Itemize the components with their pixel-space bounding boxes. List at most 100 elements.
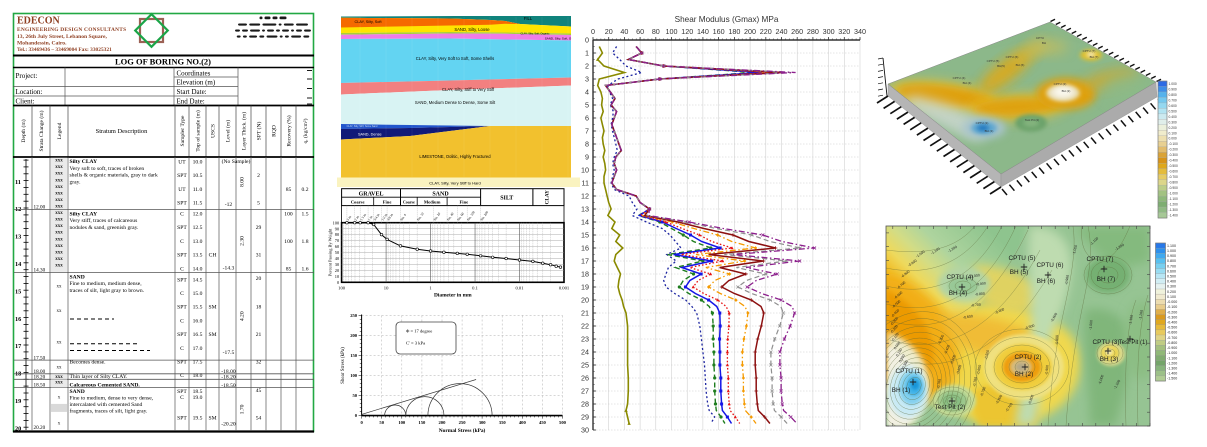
svg-text:Fine to medium, dense to very: Fine to medium, dense to very dense, [70,395,154,401]
svg-text:1: 1 [429,286,432,291]
svg-text:-1.200: -1.200 [947,245,958,253]
svg-text:320: 320 [838,27,850,36]
svg-text:-0.200: -0.200 [1169,148,1179,152]
svg-text:Test Pit (2): Test Pit (2) [1025,118,1039,122]
svg-text:Recovery (%): Recovery (%) [286,115,293,146]
svg-text:16: 16 [581,244,589,253]
svg-text:100: 100 [284,212,293,218]
svg-text:xxx: xxx [55,224,63,229]
svg-text:fragments, traces of silt, lig: fragments, traces of silt, light gray. [70,408,149,415]
svg-text:17: 17 [581,257,589,266]
svg-text:CPTU (2): CPTU (2) [1015,354,1042,361]
svg-text:Fine: Fine [383,200,392,205]
svg-text:0.300: 0.300 [1167,285,1176,289]
svg-text:85: 85 [286,266,292,272]
svg-text:12.0: 12.0 [193,212,203,218]
svg-text:SPT: SPT [177,305,187,311]
svg-text:17.5: 17.5 [193,359,203,365]
svg-text:5: 5 [257,201,260,207]
svg-text:LOG OF BORING NO.(2): LOG OF BORING NO.(2) [115,57,211,67]
svg-text:0: 0 [355,413,358,418]
svg-text:0.1: 0.1 [472,286,478,291]
svg-text:BH: BH [1042,41,1046,45]
svg-text:Test Pit (1): Test Pit (1) [1119,340,1148,346]
svg-text:RQD: RQD [272,125,278,137]
svg-text:20: 20 [581,296,589,305]
svg-text:3/4 in: 3/4 in [373,213,381,222]
svg-text:0.200: 0.200 [1169,126,1177,130]
svg-text:11: 11 [15,179,21,186]
svg-text:shells & organic materials, gr: shells & organic materials, gray to dark [70,173,158,179]
svg-text:60: 60 [335,244,340,249]
svg-text:-12: -12 [225,202,233,208]
svg-text:10: 10 [335,274,340,279]
svg-text:280: 280 [807,27,819,36]
svg-text:0.2: 0.2 [302,187,309,193]
svg-text:Calcareous Cemented SAND.: Calcareous Cemented SAND. [70,383,141,389]
svg-text:14.0: 14.0 [193,266,203,272]
svg-text:xxx: xxx [55,244,63,249]
svg-text:20.20: 20.20 [34,425,46,431]
svg-text:No. 60: No. 60 [456,211,465,221]
svg-text:-1.500: -1.500 [1167,377,1177,381]
svg-text:29: 29 [581,413,589,422]
svg-text:14: 14 [581,218,589,227]
svg-text:-0.900: -0.900 [976,281,986,286]
svg-text:qᵣ (kg/cm²): qᵣ (kg/cm²) [302,118,309,143]
svg-text:Coarse: Coarse [351,200,365,205]
svg-text:13, 26th July Street, Lebanon: 13, 26th July Street, Lebanon Square, [17,34,108,40]
svg-text:25: 25 [581,361,589,370]
svg-text:No. 10: No. 10 [416,211,425,221]
svg-text:15.5: 15.5 [193,305,203,311]
svg-text:20: 20 [605,27,613,36]
svg-text:19.5: 19.5 [193,416,203,422]
svg-text:Very stiff, traces of calcareo: Very stiff, traces of calcareous [70,217,138,224]
svg-text:-1.000: -1.000 [915,250,925,259]
svg-text:-0.300: -0.300 [1167,315,1177,319]
svg-text:Project:: Project: [16,72,38,80]
svg-text:SAND: SAND [70,389,85,395]
svg-text:SM: SM [208,332,216,338]
svg-text:GRAVEL: GRAVEL [359,191,384,197]
svg-text:CPTU (3): CPTU (3) [1093,339,1120,346]
svg-text:xxx: xxx [55,231,63,236]
svg-text:-1.400: -1.400 [1169,213,1179,217]
svg-text:11.5: 11.5 [193,201,203,207]
svg-text:12.5: 12.5 [193,225,203,231]
svg-text:18.50: 18.50 [34,383,46,389]
svg-text:350: 350 [499,420,507,425]
svg-text:8: 8 [585,140,589,149]
svg-text:28: 28 [581,400,589,409]
svg-text:-18.00: -18.00 [221,369,236,375]
svg-text:100: 100 [333,220,340,225]
svg-text:C: C [180,266,184,272]
svg-text:23: 23 [581,335,589,344]
svg-text:No. 20: No. 20 [433,211,442,221]
svg-text:18.5: 18.5 [193,389,203,395]
svg-text:-0.800: -0.800 [900,270,910,279]
svg-text:180: 180 [728,27,740,36]
svg-text:Silty CLAY: Silty CLAY [70,159,98,165]
svg-text:90: 90 [335,226,340,231]
svg-text:0.400: 0.400 [1169,115,1177,119]
svg-text:0.500: 0.500 [1167,275,1176,279]
svg-text:19: 19 [15,398,21,405]
svg-text:CPTU (5): CPTU (5) [1009,255,1036,262]
svg-text:xxx: xxx [55,251,63,256]
svg-text:xx: xx [57,341,63,346]
svg-text:C: C [180,212,184,218]
svg-text:-20.20: -20.20 [221,422,236,428]
svg-text:SM: SM [208,305,216,311]
svg-text:0.300: 0.300 [1169,120,1177,124]
svg-text:-0.700: -0.700 [1169,175,1179,179]
svg-text:Fine: Fine [459,200,468,205]
svg-text:19: 19 [581,283,589,292]
svg-text:15.0: 15.0 [193,291,203,297]
svg-text:CLAY, Silty, Soft: CLAY, Silty, Soft [354,20,382,24]
svg-text:Mohandessin, Cairo.: Mohandessin, Cairo. [17,41,67,47]
svg-text:60: 60 [636,27,644,36]
svg-text:-0.400: -0.400 [1169,159,1179,163]
svg-text:FILL: FILL [524,16,533,21]
svg-text:Depth (m): Depth (m) [20,119,27,142]
svg-text:13: 13 [15,234,21,241]
